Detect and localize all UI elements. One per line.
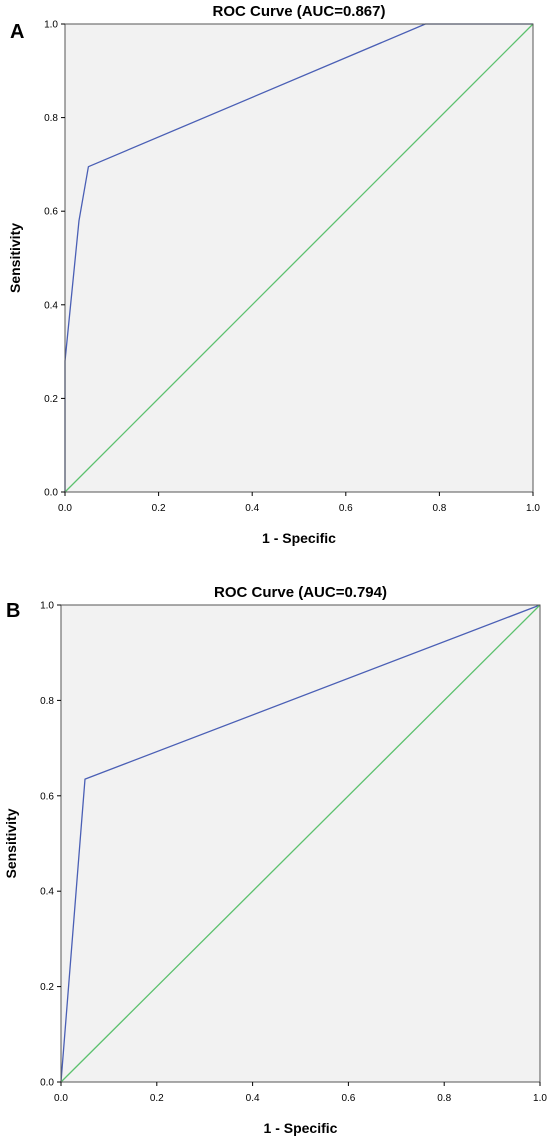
x-tick-label: 0.0 bbox=[58, 503, 72, 514]
x-tick-label: 0.4 bbox=[246, 1093, 260, 1104]
x-tick-label: 0.0 bbox=[54, 1093, 68, 1104]
roc-curve-line bbox=[60, 604, 541, 1083]
y-tick-label: 0.6 bbox=[40, 791, 54, 802]
y-axis-label: Sensitivity bbox=[7, 223, 23, 293]
x-tick-label: 0.8 bbox=[437, 1093, 451, 1104]
x-axis-label: 1 - Specific bbox=[262, 530, 336, 546]
y-tick-label: 0.2 bbox=[40, 982, 54, 993]
x-tick-label: 0.2 bbox=[150, 1093, 164, 1104]
plot-frame bbox=[64, 23, 534, 493]
y-tick-label: 0.8 bbox=[40, 696, 54, 707]
y-tick-label: 0.6 bbox=[44, 207, 58, 218]
y-tick-label: 1.0 bbox=[40, 601, 54, 612]
reference-diagonal-line bbox=[64, 23, 534, 493]
y-tick-label: 1.0 bbox=[44, 20, 58, 31]
y-tick-label: 0.8 bbox=[44, 113, 58, 124]
x-tick-label: 0.8 bbox=[432, 503, 446, 514]
reference-diagonal-line bbox=[60, 604, 541, 1083]
x-tick-label: 1.0 bbox=[533, 1093, 547, 1104]
y-tick-label: 0.2 bbox=[44, 394, 58, 405]
panel-letter: B bbox=[6, 600, 20, 622]
x-tick-label: 0.4 bbox=[245, 503, 259, 514]
y-tick-label: 0.0 bbox=[44, 488, 58, 499]
x-tick-label: 0.6 bbox=[339, 503, 353, 514]
x-axis-label: 1 - Specific bbox=[264, 1120, 338, 1136]
y-tick-label: 0.4 bbox=[40, 887, 54, 898]
x-tick-label: 0.6 bbox=[341, 1093, 355, 1104]
chart-panel-a: 0.0 0.2 0.4 0.6 0.8 1.0 0.0 0.2 0.4 0.6 0.8 1.0 ROC … bbox=[7, 3, 540, 546]
chart-title: ROC Curve (AUC=0.794) bbox=[214, 584, 387, 601]
plot-frame bbox=[60, 604, 541, 1083]
panel-letter: A bbox=[10, 21, 24, 43]
x-tick-label: 0.2 bbox=[152, 503, 166, 514]
y-axis-label: Sensitivity bbox=[3, 808, 19, 878]
y-tick-label: 0.0 bbox=[40, 1078, 54, 1089]
chart-panel-b: 0.0 0.2 0.4 0.6 0.8 1.0 0.0 0.2 0.4 0.6 0.8 1.0 ROC … bbox=[3, 584, 547, 1136]
y-tick-label: 0.4 bbox=[44, 300, 58, 311]
chart-title: ROC Curve (AUC=0.867) bbox=[213, 3, 386, 20]
x-tick-label: 1.0 bbox=[526, 503, 540, 514]
